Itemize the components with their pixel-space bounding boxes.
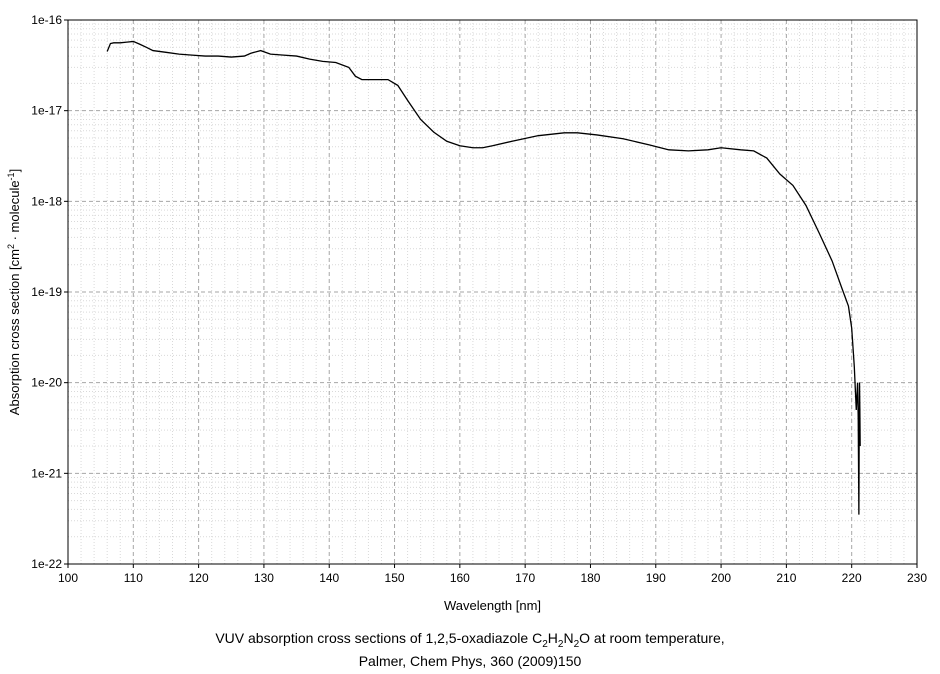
grid [67,19,918,565]
x-tick-label: 120 [189,571,209,585]
y-axis-label: Absorption cross section [cm2 · molecule… [6,169,22,415]
x-tick-label: 180 [580,571,600,585]
y-axis-ticks: 1e-22 1e-21 1e-20 1e-19 1e-18 1e-17 1e-16 [31,13,68,571]
x-tick-label: 230 [907,571,927,585]
y-tick-label: 1e-22 [31,557,62,571]
x-axis-label: Wavelength [nm] [444,598,541,613]
chart-caption-line-2: Palmer, Chem Phys, 360 (2009)150 [358,653,582,669]
x-tick-label: 150 [385,571,405,585]
x-tick-label: 220 [842,571,862,585]
y-tick-label: 1e-20 [31,376,62,390]
y-tick-label: 1e-18 [31,194,62,208]
y-tick-label: 1e-21 [31,466,62,480]
y-tick-label: 1e-19 [31,285,62,299]
y-tick-label: 1e-17 [31,104,62,118]
x-tick-label: 100 [58,571,78,585]
x-tick-label: 160 [450,571,470,585]
x-tick-label: 110 [124,571,143,585]
chart-caption-line-1: VUV absorption cross sections of 1,2,5-o… [215,630,725,650]
series-line [106,40,861,515]
x-axis-ticks: 100 110 120 130 140 150 160 170 180 190 200 210 220 2… [58,564,927,585]
x-tick-label: 140 [319,571,339,585]
x-tick-label: 210 [776,571,796,585]
y-tick-label: 1e-16 [31,13,62,27]
x-tick-label: 170 [515,571,535,585]
x-tick-label: 130 [254,571,274,585]
x-tick-label: 190 [646,571,666,585]
x-tick-label: 200 [711,571,731,585]
